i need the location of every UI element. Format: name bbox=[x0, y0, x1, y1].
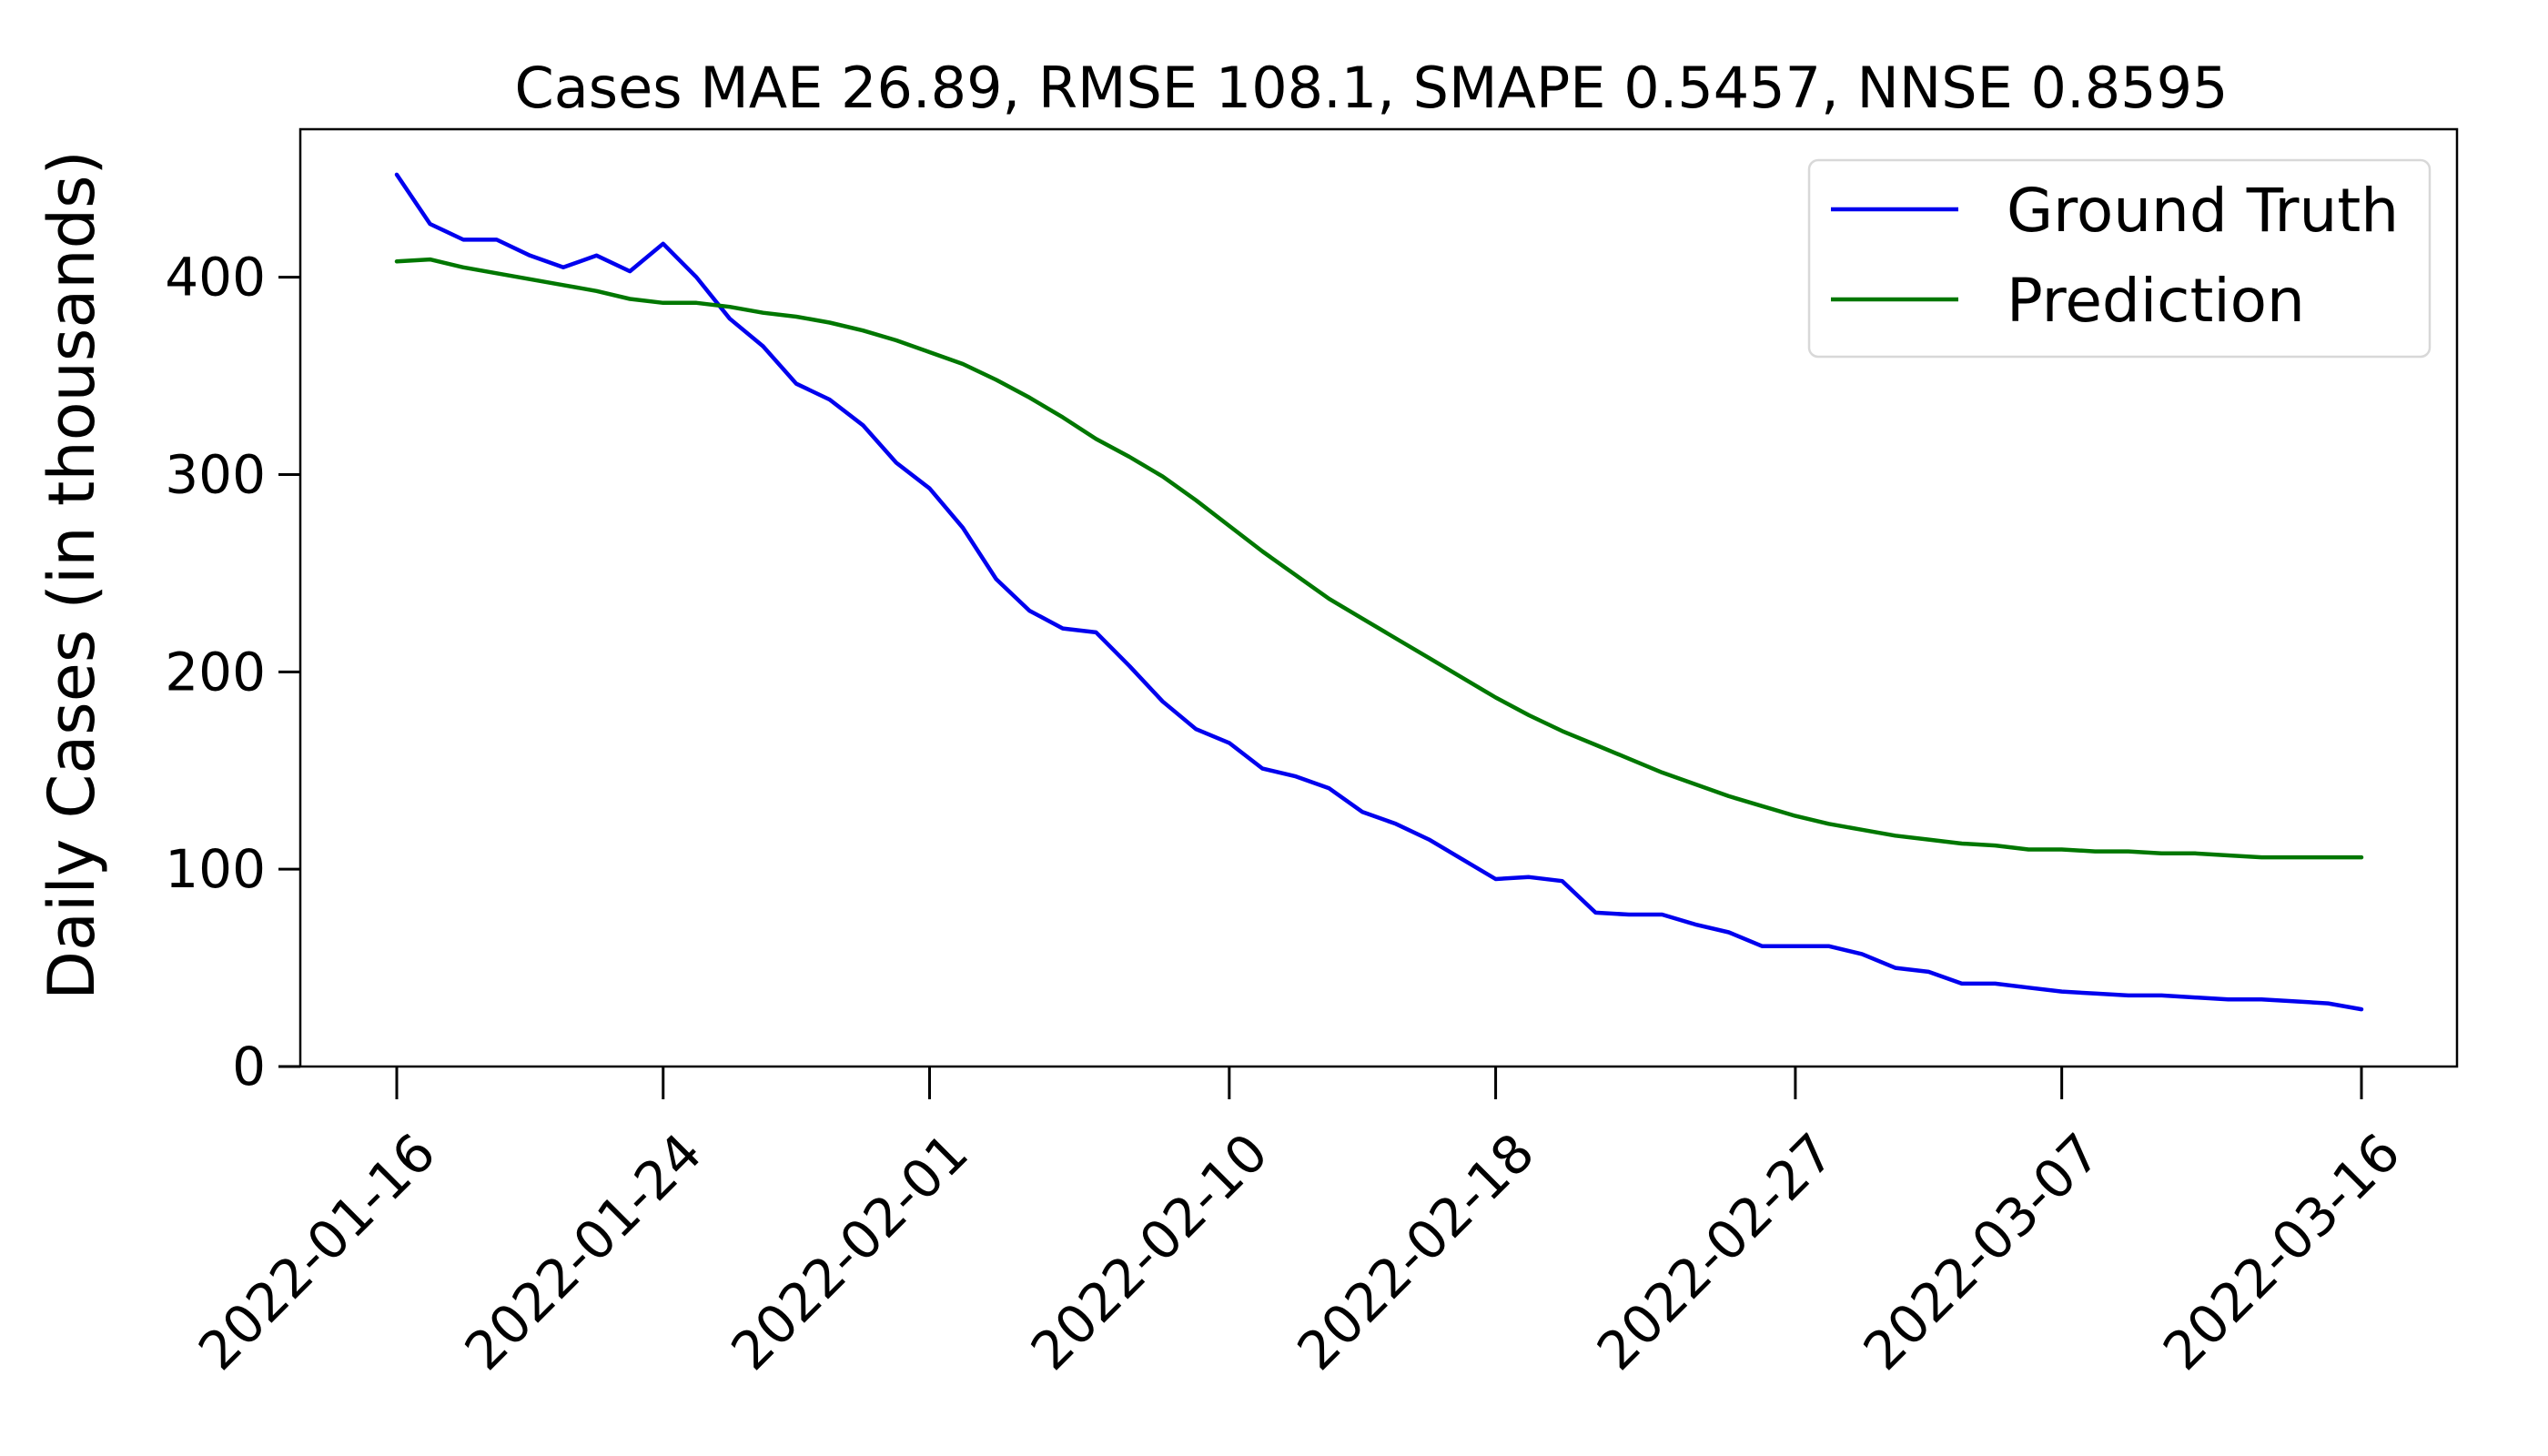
series-line-ground-truth bbox=[394, 172, 2364, 1012]
series-line-prediction bbox=[394, 257, 2364, 860]
chart-title: Cases MAE 26.89, RMSE 108.1, SMAPE 0.545… bbox=[515, 55, 2229, 121]
plot-frame bbox=[298, 127, 2459, 1068]
x-tick-label: 2022-03-16 bbox=[2151, 1121, 2412, 1381]
x-tick-label: 2022-01-24 bbox=[453, 1121, 713, 1381]
legend-box bbox=[1807, 158, 2432, 359]
x-tick-label: 2022-02-10 bbox=[1019, 1121, 1279, 1381]
y-tick-label: 0 bbox=[232, 1036, 266, 1097]
y-tick-label: 300 bbox=[165, 443, 266, 505]
x-axis: 2022-01-16 2022-01-24 2022-02-01 2022-02-10… bbox=[187, 1067, 2412, 1382]
y-tick-label: 100 bbox=[165, 838, 266, 900]
y-axis: 0 100 200 300 400 bbox=[165, 247, 300, 1097]
legend: Ground Truth Prediction bbox=[1807, 158, 2432, 359]
legend-label: Prediction bbox=[2007, 266, 2305, 336]
legend-label: Ground Truth bbox=[2007, 176, 2399, 246]
y-tick-label: 200 bbox=[165, 641, 266, 703]
y-axis-label: Daily Cases (in thousands) bbox=[35, 150, 109, 1000]
x-tick-label: 2022-03-07 bbox=[1852, 1121, 2112, 1381]
x-tick-label: 2022-02-18 bbox=[1286, 1121, 1546, 1381]
x-tick-label: 2022-02-27 bbox=[1585, 1121, 1845, 1381]
x-tick-label: 2022-02-01 bbox=[720, 1121, 980, 1381]
x-tick-label: 2022-01-16 bbox=[187, 1121, 447, 1381]
y-tick-label: 400 bbox=[165, 247, 266, 308]
plot-area bbox=[394, 172, 2364, 1012]
